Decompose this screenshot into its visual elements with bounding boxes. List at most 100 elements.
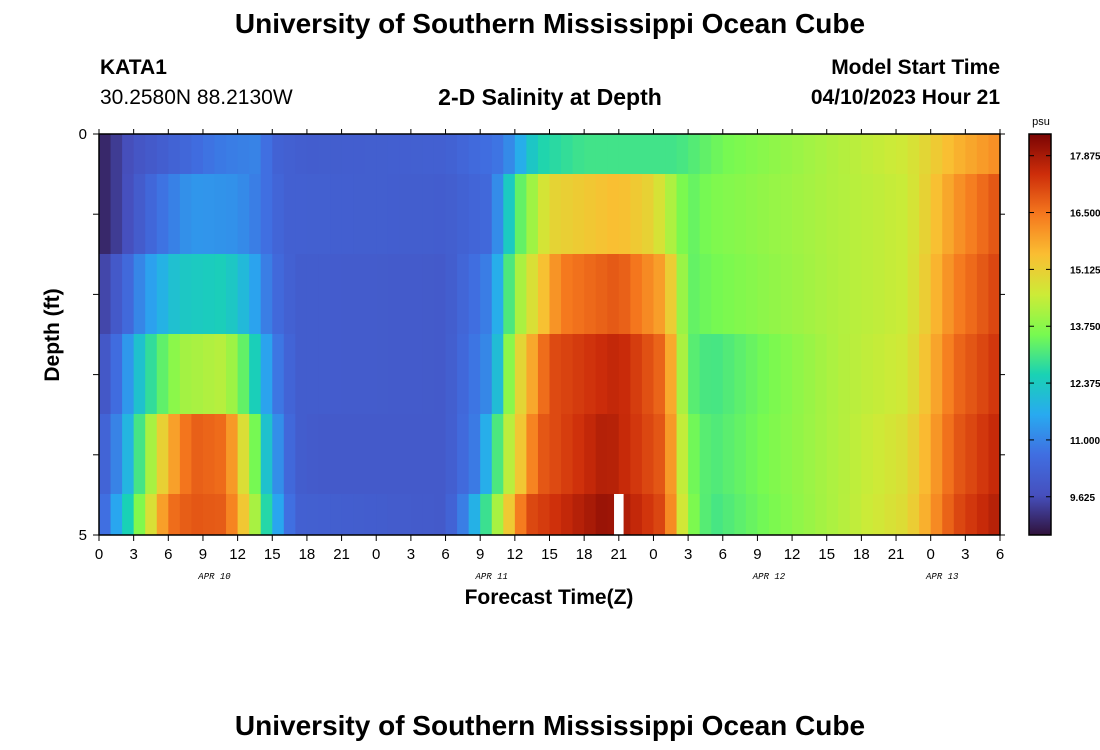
heatmap-cell: [526, 174, 539, 254]
heatmap-cell: [399, 494, 412, 535]
heatmap-cell: [676, 174, 689, 254]
heatmap-cell: [122, 414, 135, 494]
heatmap-cell: [526, 134, 539, 174]
heatmap-cell: [353, 254, 366, 334]
heatmap-cell: [145, 134, 158, 174]
heatmap-cell: [537, 414, 551, 494]
heatmap-cell: [214, 134, 227, 174]
heatmap-cell: [156, 334, 169, 414]
heatmap-cell: [815, 414, 828, 494]
heatmap-cell: [780, 334, 793, 414]
heatmap-cell: [630, 254, 643, 334]
heatmap-cell: [722, 494, 735, 535]
heatmap-cell: [768, 494, 782, 535]
heatmap-cell: [260, 494, 273, 535]
heatmap-cell: [988, 494, 1001, 535]
x-tick-label: 6: [719, 546, 727, 563]
heatmap-cell: [618, 414, 631, 494]
x-tick-label: 18: [299, 546, 316, 563]
heatmap-cell: [410, 134, 424, 174]
heatmap-cell: [630, 414, 643, 494]
heatmap-cell: [433, 174, 447, 254]
x-tick-label: 18: [576, 546, 593, 563]
heatmap-cell: [653, 254, 666, 334]
heatmap-cell: [179, 334, 193, 414]
heatmap-cell: [260, 254, 273, 334]
heatmap-cell: [861, 334, 874, 414]
heatmap-cell: [226, 254, 239, 334]
heatmap-cell: [584, 334, 597, 414]
heatmap-cell: [780, 174, 793, 254]
heatmap-cell: [711, 334, 724, 414]
heatmap-cell: [422, 494, 435, 535]
heatmap-cell: [514, 254, 527, 334]
heatmap-cell: [376, 134, 389, 174]
heatmap-cell: [988, 134, 1001, 174]
heatmap-cell: [838, 254, 851, 334]
heatmap-cell: [976, 494, 990, 535]
heatmap-cell: [630, 494, 643, 535]
heatmap-cell: [168, 334, 181, 414]
heatmap-cell: [641, 414, 655, 494]
heatmap-cell: [699, 134, 712, 174]
heatmap-cell: [283, 334, 296, 414]
heatmap-cell: [722, 334, 735, 414]
heatmap-cell: [803, 174, 816, 254]
heatmap-cell: [318, 254, 331, 334]
heatmap-cell: [202, 174, 216, 254]
heatmap-cell: [318, 414, 331, 494]
heatmap-cell: [537, 254, 551, 334]
heatmap-cell: [792, 334, 805, 414]
heatmap-cell: [399, 134, 412, 174]
x-tick-label: 0: [927, 546, 935, 563]
heatmap-cell: [896, 254, 909, 334]
heatmap-cell: [387, 134, 400, 174]
heatmap-cell: [653, 174, 666, 254]
heatmap-cell: [722, 134, 735, 174]
heatmap-cell: [595, 334, 608, 414]
heatmap-cell: [826, 134, 839, 174]
x-tick-label: 15: [541, 546, 558, 563]
heatmap-cell: [191, 134, 204, 174]
heatmap-cell: [942, 414, 955, 494]
x-tick-label: 6: [164, 546, 172, 563]
heatmap-cell: [306, 494, 320, 535]
heatmap-cell: [145, 414, 158, 494]
chart-axes: 050 3 6 9 12 15 18 21 0 3 6 9 12 15 18 21 0 3 6 9 12 15 18 21 0 3…: [79, 126, 1005, 582]
heatmap-cell: [122, 254, 135, 334]
heatmap-cell: [930, 254, 943, 334]
x-axis-label: Forecast Time(Z): [465, 586, 634, 609]
heatmap-cell: [226, 414, 239, 494]
heatmap-cell: [214, 494, 227, 535]
heatmap-cell: [445, 134, 458, 174]
heatmap-cell: [133, 414, 146, 494]
heatmap-cell: [422, 334, 435, 414]
heatmap-cell: [919, 254, 932, 334]
colorbar: 17.875 16.500 15.125 13.750 12.375 11.000 9.62…: [1028, 133, 1100, 536]
heatmap-cell: [491, 334, 504, 414]
heatmap-cell: [99, 134, 112, 174]
station-coords: 30.2580N 88.2130W: [100, 86, 293, 109]
heatmap-cell: [872, 254, 886, 334]
heatmap-cell: [272, 334, 285, 414]
x-tick-label: 6: [996, 546, 1004, 563]
heatmap-cell: [699, 334, 712, 414]
heatmap-cell: [561, 494, 574, 535]
heatmap-cell: [549, 254, 562, 334]
heatmap-cell: [457, 134, 470, 174]
heatmap-cell: [387, 334, 400, 414]
heatmap-cell: [202, 494, 216, 535]
heatmap-cell: [99, 174, 112, 254]
heatmap-cell: [214, 334, 227, 414]
heatmap-cell: [480, 134, 493, 174]
heatmap-cell: [849, 254, 862, 334]
y-tick-label: 0: [79, 126, 87, 143]
heatmap-cell: [214, 414, 227, 494]
heatmap-cell: [607, 254, 620, 334]
heatmap-cell: [133, 494, 146, 535]
heatmap-cell: [145, 334, 158, 414]
heatmap-cell: [526, 334, 539, 414]
heatmap-cell: [884, 134, 897, 174]
heatmap-cell: [330, 174, 343, 254]
heatmap-cell: [260, 134, 273, 174]
